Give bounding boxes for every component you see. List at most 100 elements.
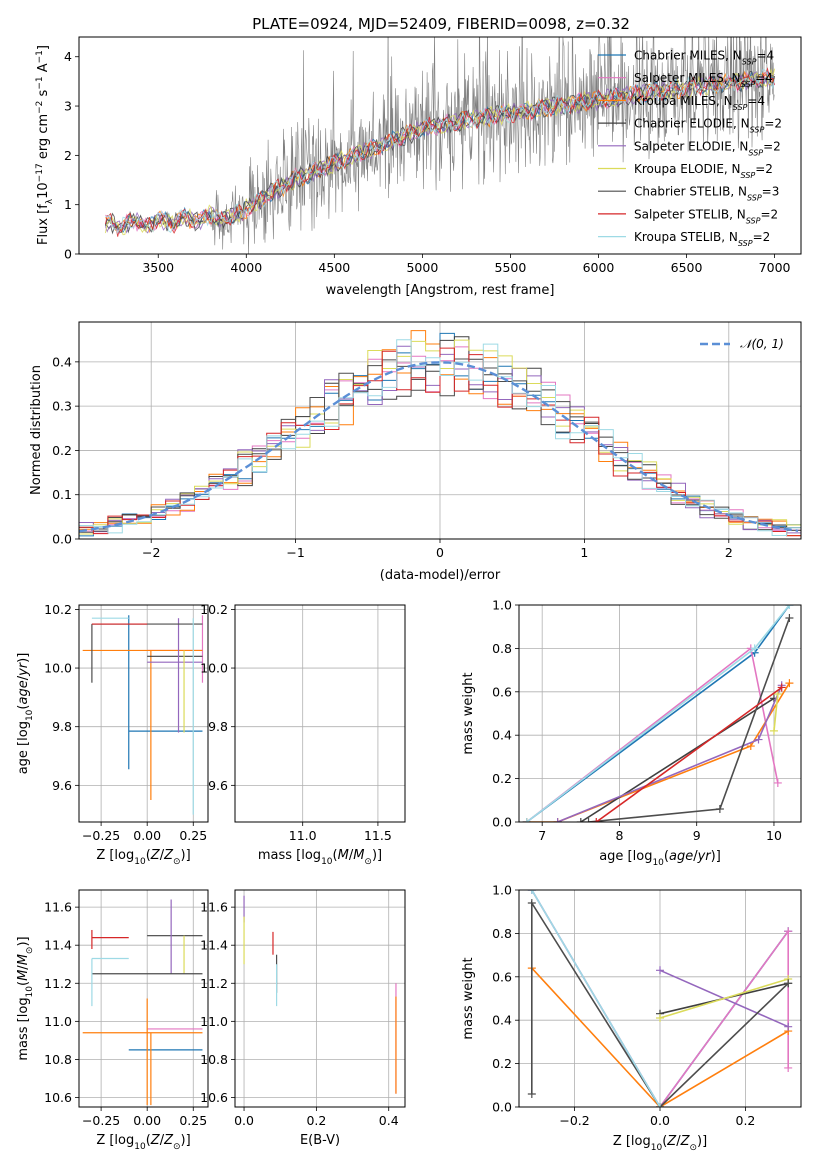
y-tick-label-5: 11.6 [44, 900, 72, 915]
model-spectrum-3 [105, 72, 776, 235]
axes-frame [78, 604, 209, 823]
y-tick-label-4: 11.4 [200, 938, 228, 953]
y-tick-label-2: 0.2 [52, 443, 72, 458]
x-tick-label-6: 6500 [671, 260, 703, 275]
plot-area [82, 899, 203, 1106]
weight-marker-6-2 [785, 614, 794, 623]
weight-marker-2-3 [785, 679, 794, 688]
weight-marker-4-0 [656, 966, 664, 975]
observed-spectrum [105, 37, 775, 254]
weight-marker-5-0 [769, 726, 778, 735]
weight-marker-8-1 [750, 644, 759, 653]
x-tick-label-0: 3500 [142, 260, 174, 275]
y-tick-label-3: 11.2 [44, 976, 72, 991]
y-tick-label-2: 11.0 [200, 1014, 228, 1029]
x-axis-label: (data-model)/error [380, 568, 501, 583]
y-tick-label-0: 9.6 [52, 778, 72, 793]
axes-frame [78, 36, 802, 255]
y-tick-label-4: 0.8 [492, 641, 512, 656]
y-tick-label-0: 0.0 [492, 1100, 512, 1115]
legend-label-3: Chabrier ELODIE, NSSP=2 [634, 117, 782, 135]
x-tick-label-5: 6000 [583, 260, 615, 275]
x-tick-label-2: 9 [693, 828, 701, 843]
weight-line-8 [531, 890, 661, 1107]
y-tick-label-3: 3 [64, 99, 72, 114]
weight-line-5 [773, 693, 779, 731]
model-spectrum-4 [104, 71, 775, 234]
y-tick-label-0: 0.0 [52, 532, 72, 547]
x-tick-label-4: 2 [725, 545, 733, 560]
x-axis-label: Z [log10(Z/Z⊙)] [613, 1134, 707, 1153]
legend-label-5: Kroupa ELODIE, NSSP=2 [634, 162, 773, 180]
y-tick-label-2: 10.0 [44, 661, 72, 676]
y-tick-label-3: 10.2 [200, 602, 228, 617]
age-vs-mass-panel: 11.0 11.5 9.6 9.8 10.0 10.2 mass [log10(M/M⊙)] [200, 602, 406, 867]
plot-area [79, 330, 801, 539]
figure-title: PLATE=0924, MJD=52409, FIBERID=0098, z=0… [252, 15, 630, 33]
y-tick-label-2: 10.0 [200, 661, 228, 676]
x-tick-label-1: 0.0 [650, 1113, 670, 1128]
y-tick-label-1: 0.2 [492, 771, 512, 786]
plot-area [527, 890, 793, 1107]
legend-label-2: Kroupa MILES, NSSP=4 [634, 94, 765, 112]
y-tick-label-4: 0.4 [52, 354, 72, 369]
y-tick-label-1: 0.1 [52, 487, 72, 502]
weight-marker-6-3 [784, 979, 793, 988]
x-axis-label: Z [log10(Z/Z⊙)] [96, 1133, 190, 1152]
axes-frame [234, 889, 406, 1108]
y-tick-label-5: 1.0 [492, 598, 512, 613]
legend-label-7: Salpeter STELIB, NSSP=2 [634, 207, 778, 225]
y-tick-label-1: 10.8 [200, 1052, 228, 1067]
weight-line-2 [526, 682, 791, 822]
y-tick-label-0: 0 [64, 247, 72, 262]
y-tick-label-2: 0.4 [492, 728, 512, 743]
y-tick-label-2: 11.0 [44, 1014, 72, 1029]
spectrum-panel: 3500 4000 4500 5000 5500 6000 6500 7000 0 1 2 3 4 Flu… [35, 36, 802, 298]
x-tick-label-0: −0.25 [82, 1113, 120, 1128]
model-spectrum-7 [104, 67, 776, 237]
weight-marker-4-1 [754, 735, 763, 744]
x-tick-label-2: 0.25 [179, 1113, 207, 1128]
y-tick-label-2: 0.4 [492, 1013, 512, 1028]
y-axis-label: mass [log10(M/M⊙)] [16, 936, 35, 1060]
x-tick-label-4: 5500 [495, 260, 527, 275]
y-tick-label-5: 1.0 [492, 883, 512, 898]
weight-marker-3-0 [576, 818, 585, 822]
y-tick-label-4: 11.4 [44, 938, 72, 953]
y-tick-label-0: 9.6 [208, 778, 228, 793]
axes-frame [78, 889, 209, 1108]
weight-marker-6-0 [584, 818, 593, 822]
x-axis-label: age [log10(age/yr)] [599, 849, 721, 868]
legend-label-6: Chabrier STELIB, NSSP=3 [634, 185, 779, 203]
x-tick-label-3: 5000 [406, 260, 438, 275]
weight-line-2 [531, 967, 789, 1107]
y-axis-label: Normed distribution [29, 365, 44, 495]
model-spectrum-6 [104, 70, 775, 234]
weight-marker-8-1 [656, 1103, 664, 1107]
x-tick-label-0: 11.0 [289, 828, 317, 843]
normal-curve [79, 361, 799, 533]
y-axis-label: mass weight [461, 957, 476, 1039]
y-tick-label-0: 0.0 [492, 815, 512, 830]
legend-label-0: Chabrier MILES, NSSP=4 [634, 49, 774, 67]
y-tick-label-2: 2 [64, 148, 72, 163]
weight-marker-1-3 [784, 1063, 793, 1072]
weight-line-4 [557, 684, 783, 822]
x-tick-label-2: 0.25 [179, 828, 207, 843]
axes-frame [518, 604, 802, 823]
weight-marker-5-0 [656, 1014, 664, 1023]
y-tick-label-3: 10.2 [44, 602, 72, 617]
weight-marker-6-0 [527, 1089, 536, 1098]
mass-weight-vs-age-panel: 7 8 9 10 0.0 0.2 0.4 0.6 0.8 1.0 mass weight age [l… [461, 598, 802, 868]
y-tick-label-4: 0.8 [492, 926, 512, 941]
y-tick-label-0: 10.6 [200, 1090, 228, 1105]
legend-label-8: Kroupa STELIB, NSSP=2 [634, 230, 770, 248]
residual-histogram-panel: −2 −1 0 1 2 0.0 0.1 0.2 0.3 0.4 Normed distributio… [29, 321, 802, 583]
y-axis-label: mass weight [461, 672, 476, 754]
x-tick-label-3: 10 [766, 828, 782, 843]
axes-frame [234, 604, 406, 823]
weight-marker-7-0 [592, 818, 601, 822]
x-tick-label-7: 7000 [759, 260, 791, 275]
mass-vs-metallicity-panel: −0.25 0.00 0.25 10.6 10.8 11.0 11.2 11.4 11.6 mas… [16, 889, 209, 1152]
x-tick-label-1: 0.00 [133, 1113, 161, 1128]
